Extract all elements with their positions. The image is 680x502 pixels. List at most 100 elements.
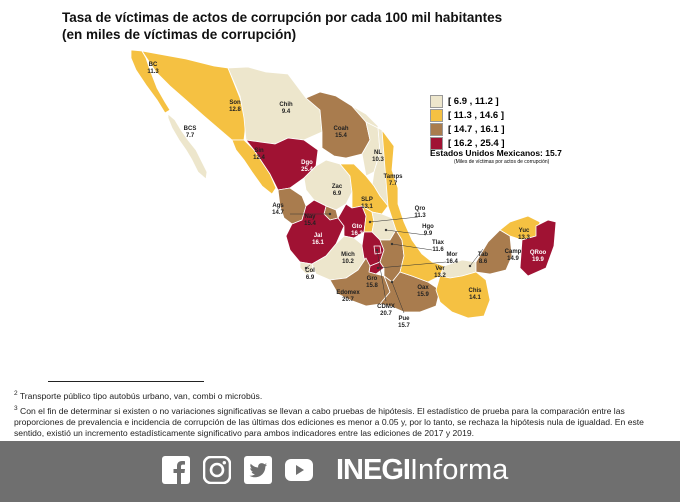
state-nl xyxy=(351,105,381,177)
leader-line-mor xyxy=(377,261,447,269)
state-abbr-cdmx: CDMX xyxy=(377,304,395,310)
footnote-2-text: Transporte público tipo autobús urbano, … xyxy=(19,390,263,401)
mexico-map: BC11.3BCS7.7Son12.8Chih9.4Coah15.4NL10.3… xyxy=(130,49,557,329)
leader-dot-pue xyxy=(390,280,394,284)
legend-row-4: [ 16.2 , 25.4 ] xyxy=(430,137,505,150)
state-value-ags: 14.7 xyxy=(272,210,284,216)
legend-label-2: [ 11.3 , 14.6 ] xyxy=(448,110,504,121)
state-value-hgo: 9.9 xyxy=(424,231,433,237)
footnote-divider xyxy=(48,381,204,382)
state-abbr-bcs: BCS xyxy=(184,126,197,132)
state-value-tab: 8.6 xyxy=(479,259,488,265)
legend-row-1: [ 6.9 , 11.2 ] xyxy=(430,95,505,108)
state-value-yuc: 13.3 xyxy=(518,235,530,241)
state-abbr-gto: Gto xyxy=(352,224,363,230)
state-abbr-gro: Gro xyxy=(367,276,378,282)
map-title-line2: (en miles de víctimas de corrupción) xyxy=(62,27,297,42)
state-value-mich: 10.2 xyxy=(342,259,354,265)
state-value-nl: 10.3 xyxy=(372,157,384,163)
state-abbr-tlax: Tlax xyxy=(432,240,445,246)
state-value-zac: 6.9 xyxy=(333,191,342,197)
legend-swatch-3 xyxy=(430,123,443,136)
legend-row-3: [ 14.7 , 16.1 ] xyxy=(430,123,505,136)
state-value-gto: 16.3 xyxy=(351,231,363,237)
legend-swatch-1 xyxy=(430,95,443,108)
legend-swatch-2 xyxy=(430,109,443,122)
state-abbr-qroo: QRoo xyxy=(530,250,547,256)
footnote-2: 2 Transporte público tipo autobús urbano… xyxy=(14,388,664,402)
leader-dot-qro xyxy=(368,220,372,224)
facebook-icon[interactable] xyxy=(162,456,190,484)
state-value-col: 6.9 xyxy=(306,275,315,281)
state-abbr-tamps: Tamps xyxy=(384,174,404,180)
state-gro xyxy=(329,257,391,307)
legend-swatch-4 xyxy=(430,137,443,150)
state-bc xyxy=(130,49,171,114)
national-rate: Estados Unidos Mexicanos: 15.7 (Miles de… xyxy=(430,148,562,165)
state-abbr-hgo: Hgo xyxy=(422,224,434,230)
state-abbr-sin: Sin xyxy=(254,148,264,154)
legend-label-1: [ 6.9 , 11.2 ] xyxy=(448,96,499,107)
state-abbr-col: Col xyxy=(305,268,315,274)
state-bcs xyxy=(167,113,208,180)
leader-line-tab xyxy=(469,248,484,267)
national-rate-note: (Miles de víctimas por actos de corrupci… xyxy=(454,159,550,165)
map-title: Tasa de víctimas de actos de corrupción … xyxy=(62,9,502,43)
state-qroo xyxy=(519,219,557,277)
footnotes: 2 Transporte público tipo autobús urbano… xyxy=(14,388,664,440)
state-abbr-chih: Chih xyxy=(279,102,293,108)
state-value-jal: 16.1 xyxy=(312,240,324,246)
state-value-nay: 15.4 xyxy=(304,221,316,227)
leader-dot-mor xyxy=(376,266,380,270)
leader-dot-cdmx xyxy=(375,248,379,252)
social-icons xyxy=(162,456,313,484)
leader-dot-tab xyxy=(468,264,472,268)
state-abbr-slp: SLP xyxy=(361,197,373,203)
state-value-sin: 12.4 xyxy=(253,155,265,161)
state-abbr-pue: Pue xyxy=(398,316,410,322)
leader-line-hgo xyxy=(385,229,427,236)
state-value-mor: 16.4 xyxy=(446,259,458,265)
leader-line-qro xyxy=(369,216,419,223)
state-abbr-son: Son xyxy=(229,100,241,106)
state-value-tamps: 7.7 xyxy=(389,181,398,187)
state-value-gro: 15.8 xyxy=(366,283,378,289)
state-value-bcs: 7.7 xyxy=(186,133,195,139)
state-value-chis: 14.1 xyxy=(469,295,481,301)
footer-bar: INEGIInforma xyxy=(0,441,680,502)
legend-label-4: [ 16.2 , 25.4 ] xyxy=(448,138,505,149)
state-abbr-bc: BC xyxy=(149,62,158,68)
state-chis xyxy=(435,271,491,319)
state-value-coah: 15.4 xyxy=(335,133,347,139)
twitter-icon[interactable] xyxy=(244,456,272,484)
state-abbr-dgo: Dgo xyxy=(301,160,313,166)
inegi-informa-logo: INEGIInforma xyxy=(336,453,508,487)
state-value-pue: 15.7 xyxy=(398,323,410,329)
state-zac xyxy=(303,159,353,211)
state-value-cdmx: 20.7 xyxy=(380,311,392,317)
leader-dot-col xyxy=(304,266,308,270)
footnote-3-text: Con el fin de determinar si existen o no… xyxy=(14,405,644,438)
state-value-edomex: 20.7 xyxy=(342,297,354,303)
footnote-2-mark: 2 xyxy=(14,390,18,397)
state-value-chih: 9.4 xyxy=(282,109,291,115)
state-abbr-nl: NL xyxy=(374,150,382,156)
leader-line-pue xyxy=(391,281,405,314)
state-value-son: 12.8 xyxy=(229,107,241,113)
legend-label-3: [ 14.7 , 16.1 ] xyxy=(448,124,505,135)
state-abbr-jal: Jal xyxy=(314,233,323,239)
leader-line-cdmx xyxy=(376,249,387,302)
state-abbr-qro: Qro xyxy=(415,206,426,212)
map-title-line1: Tasa de víctimas de actos de corrupción … xyxy=(62,10,503,25)
leader-dot-hgo xyxy=(384,228,388,232)
state-abbr-zac: Zac xyxy=(332,184,343,190)
brand-informa: Informa xyxy=(409,454,509,486)
instagram-icon[interactable] xyxy=(203,456,231,484)
brand-inegi: INEGI xyxy=(336,454,411,486)
leader-dot-ags xyxy=(328,212,332,216)
state-value-camp: 14.9 xyxy=(507,256,519,262)
state-value-qroo: 19.9 xyxy=(532,257,544,263)
youtube-icon[interactable] xyxy=(285,456,313,484)
state-value-oax: 15.9 xyxy=(417,292,429,298)
state-abbr-nay: Nay xyxy=(304,214,316,220)
